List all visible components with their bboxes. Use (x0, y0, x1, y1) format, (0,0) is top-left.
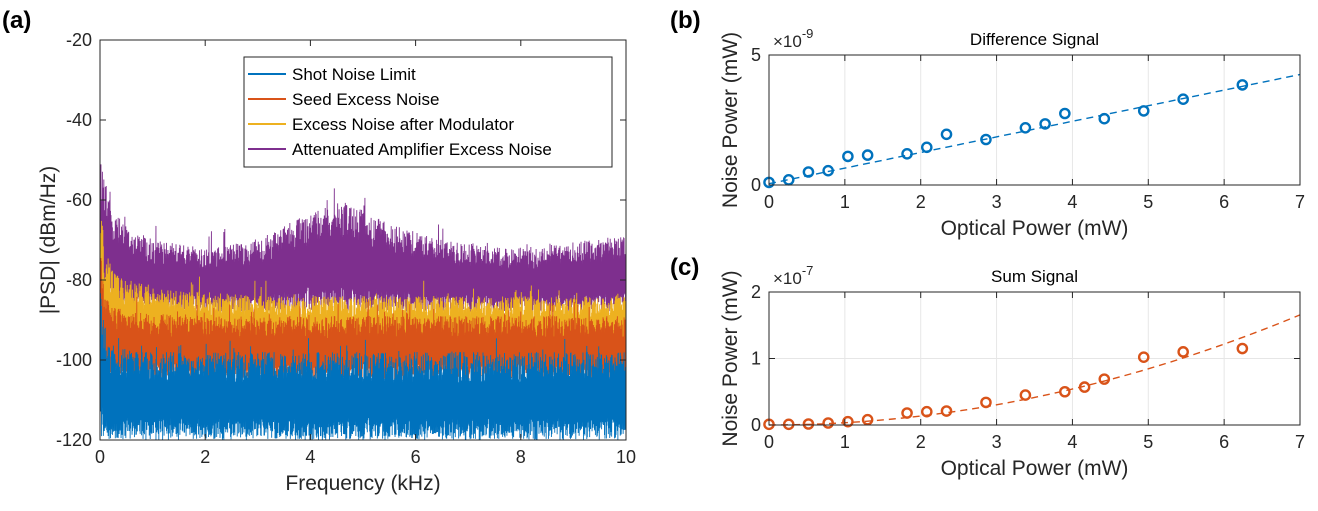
series-trace-0 (100, 284, 626, 440)
data-point (1039, 118, 1051, 130)
data-point (1177, 93, 1189, 105)
chart-title: Sum Signal (991, 267, 1078, 286)
data-point (1078, 381, 1091, 393)
x-tick-label: 3 (992, 192, 1002, 212)
y-multiplier: ×10-7 (773, 263, 813, 288)
axes-2 (768, 291, 1301, 426)
x-tick-label: 5 (1143, 192, 1153, 212)
data-point (802, 418, 815, 430)
x-tick-label: 2 (916, 432, 926, 452)
data-point (901, 147, 913, 160)
scatter-1 (763, 73, 1301, 189)
panel-label: (a) (2, 7, 31, 34)
x-tick-label: 7 (1295, 192, 1305, 212)
y-tick-label: -100 (56, 350, 92, 370)
data-point (920, 405, 933, 418)
legend: Shot Noise Limit Seed Excess Noise Excess … (243, 56, 613, 168)
x-tick-label: 2 (200, 447, 210, 467)
legend-entry: Shot Noise Limit (292, 65, 416, 84)
data-point (822, 417, 834, 429)
x-tick-label: 1 (840, 192, 850, 212)
y-axis-label: Noise Power (mW) (719, 270, 742, 446)
data-point (842, 150, 854, 163)
data-point (1019, 122, 1032, 134)
y-tick-label: 5 (751, 45, 761, 65)
y-tick-label: -20 (66, 30, 92, 50)
x-tick-label: 6 (1219, 432, 1229, 452)
x-tick-label: 0 (95, 447, 105, 467)
legend-box (243, 56, 613, 168)
axes-frame-0: 0 2 4 6 8 10 -120 -100 -80 -60 -40 -20 Frequency (kH… (2, 7, 636, 495)
x-tick-label: 2 (916, 192, 926, 212)
data-point (842, 415, 854, 428)
x-tick-label: 6 (411, 447, 421, 467)
axes-1 (768, 54, 1301, 186)
y-tick-label: 0 (751, 175, 761, 195)
plot-box (99, 39, 627, 441)
data-point (1098, 112, 1111, 125)
data-point (1137, 105, 1150, 117)
y-tick-label: 1 (751, 349, 761, 369)
axes-frame-2: 0 1 2 3 4 5 6 7 0 1 2 Optical Power (mW) Noise Power… (670, 254, 1305, 480)
x-tick-label: 5 (1143, 432, 1153, 452)
data-point (822, 164, 834, 177)
y-tick-label: -40 (66, 110, 92, 130)
y-tick-label: 2 (751, 282, 761, 302)
data-point (920, 141, 933, 154)
x-axis-label: Optical Power (mW) (941, 217, 1129, 240)
scatter-2 (763, 314, 1301, 431)
x-axis-label: Frequency (kHz) (285, 472, 440, 495)
y-tick-label: 0 (751, 415, 761, 435)
data-point (1236, 342, 1249, 355)
x-axis-label: Optical Power (mW) (941, 457, 1129, 480)
x-tick-label: 0 (764, 192, 774, 212)
legend-entry: Excess Noise after Modulator (292, 115, 514, 134)
x-tick-label: 0 (764, 432, 774, 452)
data-point (802, 166, 815, 178)
y-tick-label: -60 (66, 190, 92, 210)
y-axis-label: |PSD| (dBm/Hz) (37, 166, 60, 315)
data-point (782, 173, 795, 186)
x-tick-label: 8 (516, 447, 526, 467)
data-point (1059, 385, 1071, 398)
data-point (1137, 351, 1150, 363)
legend-entry: Attenuated Amplifier Excess Noise (292, 140, 552, 159)
chart-title: Difference Signal (970, 30, 1099, 49)
data-point (940, 128, 953, 141)
y-tick-label: -80 (66, 270, 92, 290)
fit-line (768, 73, 1301, 185)
y-axis-label: Noise Power (mW) (719, 32, 742, 208)
x-tick-label: 4 (1067, 192, 1077, 212)
series-trace-3 (100, 164, 626, 313)
panel-label: (b) (670, 7, 701, 34)
data-point (782, 418, 795, 431)
data-point (861, 149, 874, 161)
x-tick-label: 4 (1067, 432, 1077, 452)
legend-entry: Seed Excess Noise (292, 90, 439, 109)
psd-traces (100, 164, 626, 440)
plot-box (768, 54, 1301, 186)
x-tick-label: 7 (1295, 432, 1305, 452)
data-point (1098, 373, 1111, 385)
x-tick-label: 4 (305, 447, 315, 467)
panel-label: (c) (670, 254, 699, 281)
data-point (980, 396, 992, 409)
x-tick-label: 6 (1219, 192, 1229, 212)
x-tick-label: 10 (616, 447, 636, 467)
data-point (940, 405, 953, 417)
data-point (901, 407, 913, 419)
data-point (980, 133, 992, 146)
data-point (861, 413, 874, 426)
fit-line (768, 314, 1301, 426)
y-tick-label: -120 (56, 430, 92, 450)
x-tick-label: 1 (840, 432, 850, 452)
data-point (1059, 107, 1071, 120)
y-multiplier: ×10-9 (773, 26, 813, 51)
data-point (1236, 79, 1249, 91)
axes-frame-1: 0 1 2 3 4 5 6 7 0 5 Optical Power (mW) Noise Power … (670, 7, 1305, 240)
data-point (1019, 389, 1032, 401)
x-tick-label: 3 (992, 432, 1002, 452)
data-point (1177, 346, 1189, 358)
